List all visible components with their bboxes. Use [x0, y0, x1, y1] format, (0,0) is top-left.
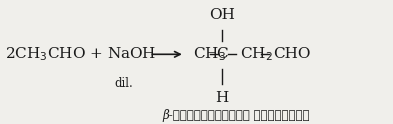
Text: CH$_2$: CH$_2$ [240, 46, 272, 63]
Text: CHO: CHO [273, 47, 310, 61]
Text: C: C [216, 47, 228, 61]
Text: CH$_3$: CH$_3$ [193, 46, 226, 63]
Text: dil.: dil. [115, 77, 134, 90]
Text: 2CH$_3$CHO + NaOH: 2CH$_3$CHO + NaOH [5, 46, 156, 63]
Text: β-हाइड्रॉक्सी ब्यूटेनल: β-हाइड्रॉक्सी ब्यूटेनल [162, 109, 309, 122]
Text: OH: OH [209, 8, 235, 22]
Text: H: H [215, 91, 229, 105]
